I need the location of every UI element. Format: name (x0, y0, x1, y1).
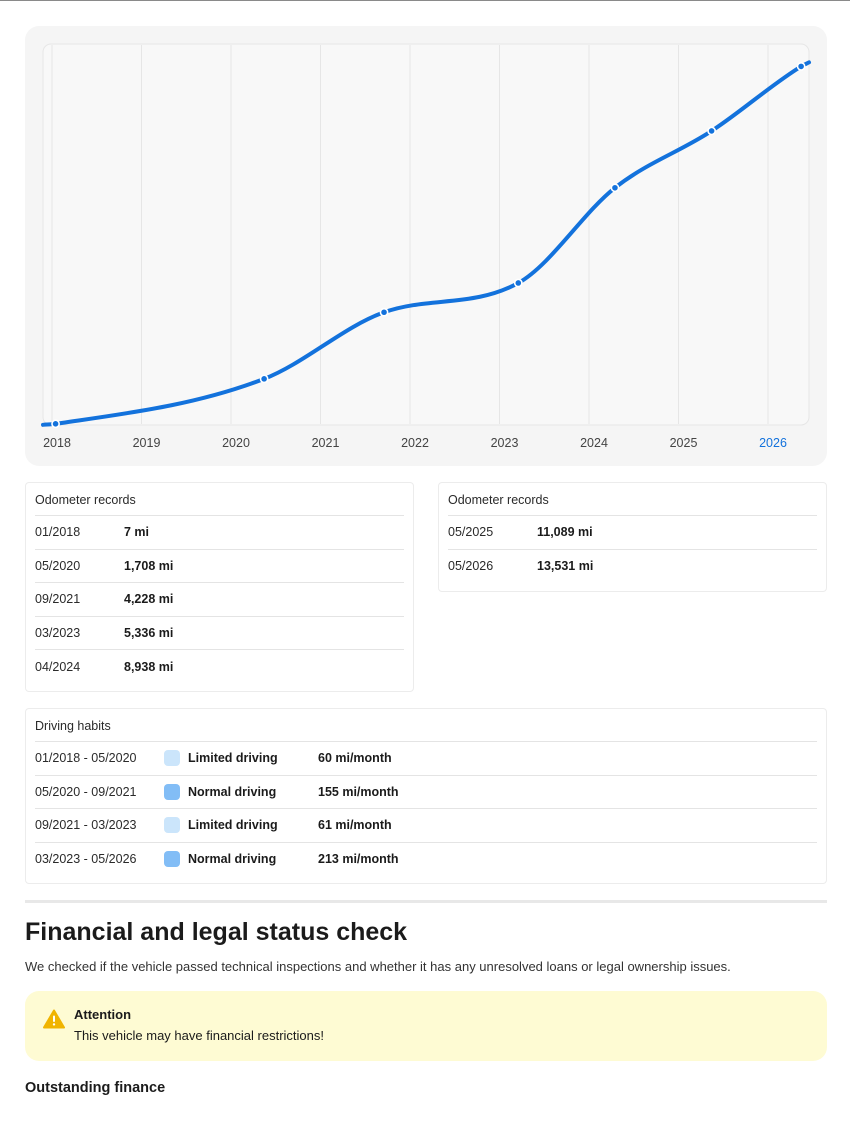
data-point (610, 183, 620, 193)
habit-row: 01/2018 - 05/2020 Limited driving 60 mi/… (35, 742, 817, 776)
x-tick-label: 2021 (312, 436, 340, 450)
habit-kind: Limited driving (188, 751, 278, 766)
record-value: 11,089 mi (537, 525, 593, 540)
odometer-chart: 2018 2019 2020 2021 2022 2023 2024 2025 2026 (25, 26, 827, 466)
outstanding-finance-title: Outstanding finance (25, 1080, 166, 1096)
habit-period: 01/2018 - 05/2020 (35, 751, 137, 766)
habit-row: 03/2023 - 05/2026 Normal driving 213 mi/… (35, 843, 817, 877)
record-date: 09/2021 (35, 592, 81, 607)
habit-kind: Limited driving (188, 818, 278, 833)
record-row: 09/2021 4,228 mi (35, 583, 404, 617)
habit-swatch (164, 817, 180, 834)
habit-period: 09/2021 - 03/2023 (35, 818, 137, 833)
driving-habits-title: Driving habits (35, 709, 817, 742)
alert-title: Attention (74, 1007, 132, 1022)
habit-swatch (164, 750, 180, 767)
plot-area (42, 43, 810, 426)
habit-swatch (164, 851, 180, 868)
habit-rate: 61 mi/month (318, 818, 392, 833)
record-date: 05/2026 (448, 559, 494, 574)
odometer-records-title: Odometer records (35, 483, 404, 516)
habit-rate: 155 mi/month (318, 784, 399, 799)
data-point (51, 419, 60, 429)
record-value: 13,531 mi (537, 559, 594, 574)
habit-period: 05/2020 - 09/2021 (35, 784, 137, 799)
record-row: 05/2020 1,708 mi (35, 550, 404, 583)
record-value: 4,228 mi (124, 592, 174, 607)
habit-swatch (164, 783, 180, 800)
section-description: We checked if the vehicle passed technic… (25, 959, 731, 974)
x-tick-label: 2026 (759, 436, 787, 450)
odometer-records-right: Odometer records 05/2025 11,089 mi 05/20… (438, 482, 827, 592)
habit-rate: 60 mi/month (318, 751, 392, 766)
record-date: 04/2024 (35, 659, 81, 674)
top-divider (0, 0, 850, 1)
odometer-records-title: Odometer records (448, 483, 817, 516)
x-tick-label: 2019 (133, 436, 161, 450)
x-tick-label: 2025 (670, 436, 698, 450)
x-tick-label: 2022 (401, 436, 429, 450)
data-point (259, 374, 269, 384)
habit-kind: Normal driving (188, 784, 277, 799)
habit-rate: 213 mi/month (318, 852, 399, 867)
data-point (796, 61, 806, 71)
record-row: 05/2025 11,089 mi (448, 516, 817, 550)
x-tick-label: 2020 (222, 436, 250, 450)
x-tick-label: 2023 (491, 436, 519, 450)
record-row: 03/2023 5,336 mi (35, 617, 404, 650)
attention-alert: Attention This vehicle may have financia… (25, 991, 827, 1061)
section-title: Financial and legal status check (25, 918, 408, 946)
driving-habits: Driving habits 01/2018 - 05/2020 Limited… (25, 708, 827, 884)
record-value: 8,938 mi (124, 659, 174, 674)
record-date: 05/2020 (35, 558, 81, 573)
habit-period: 03/2023 - 05/2026 (35, 852, 137, 867)
habit-row: 09/2021 - 03/2023 Limited driving 61 mi/… (35, 809, 817, 843)
odometer-chart-svg: 2018 2019 2020 2021 2022 2023 2024 2025 2026 (41, 43, 811, 450)
record-row: 01/2018 7 mi (35, 516, 404, 550)
record-date: 01/2018 (35, 525, 81, 540)
odometer-records-left: Odometer records 01/2018 7 mi 05/2020 1,… (25, 482, 414, 692)
data-point (513, 278, 523, 288)
record-value: 5,336 mi (124, 625, 174, 640)
warning-icon (43, 1009, 65, 1029)
data-point (707, 126, 717, 136)
section-divider (25, 900, 827, 903)
record-value: 1,708 mi (124, 558, 174, 573)
x-tick-label: 2018 (43, 436, 71, 450)
data-point (379, 307, 389, 317)
record-date: 05/2025 (448, 525, 494, 540)
habit-kind: Normal driving (188, 852, 277, 867)
record-date: 03/2023 (35, 625, 81, 640)
record-row: 04/2024 8,938 mi (35, 650, 404, 684)
x-tick-label: 2024 (580, 436, 608, 450)
habit-row: 05/2020 - 09/2021 Normal driving 155 mi/… (35, 776, 817, 809)
record-row: 05/2026 13,531 mi (448, 550, 817, 584)
odometer-series-line (41, 60, 811, 427)
alert-message: This vehicle may have financial restrict… (74, 1028, 324, 1043)
record-value: 7 mi (124, 525, 150, 540)
